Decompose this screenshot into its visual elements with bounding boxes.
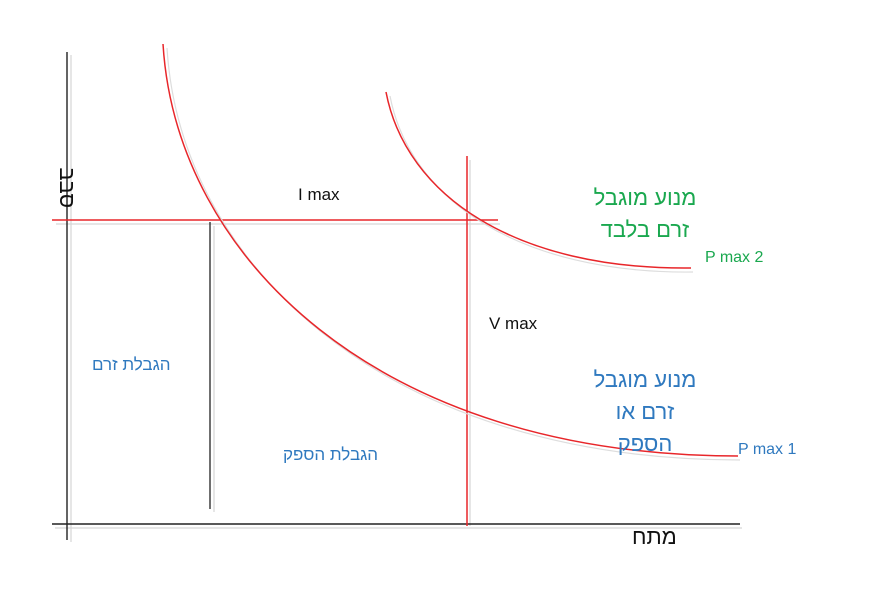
- current-only-line-2: זרם בלבד: [600, 217, 690, 242]
- p-max-2-label: P max 2: [705, 249, 764, 266]
- current-limit-region-label: הגבלת זרם: [92, 355, 171, 374]
- p-max-1-curve: [162, 43, 739, 457]
- y-axis-label: סבב: [55, 167, 80, 208]
- p-max-2-curve: [385, 91, 692, 269]
- current-only-region-label: מנוע מוגבל זרם בלבד: [570, 182, 720, 246]
- p-max-1-label: P max 1: [738, 441, 797, 458]
- i-max-label: I max: [298, 185, 340, 204]
- current-or-power-line-1: מנוע מוגבל: [593, 367, 697, 392]
- current-or-power-line-3: הספק: [617, 431, 673, 456]
- current-or-power-region-label: מנוע מוגבל זרם או הספק: [570, 364, 720, 460]
- current-or-power-line-2: זרם או: [615, 399, 675, 424]
- x-axis-label: מתח: [632, 524, 677, 549]
- current-only-line-1: מנוע מוגבל: [593, 185, 697, 210]
- v-max-label: V max: [489, 314, 538, 333]
- power-limit-region-label: הגבלת הספק: [283, 445, 379, 464]
